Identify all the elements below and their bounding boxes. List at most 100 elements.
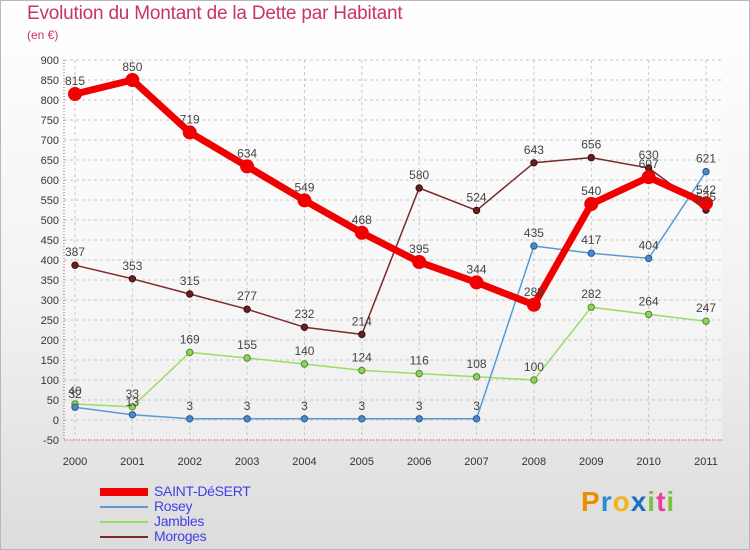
data-label-jambles: 155	[237, 338, 257, 352]
logo-letter: P	[581, 486, 601, 517]
chart-title: Evolution du Montant de la Dette par Hab…	[27, 3, 403, 24]
axes: -50 0 50 100 150 200 250 300 350 400 450 500 550 600 6…	[41, 55, 722, 468]
data-label-moroges: 643	[524, 143, 544, 157]
data-label-rosey: 3	[416, 399, 423, 413]
logo-letter: o	[612, 486, 631, 517]
data-label-moroges: 315	[180, 274, 200, 288]
data-label-moroges: 353	[122, 259, 142, 273]
data-label-saint-d-sert: 549	[294, 180, 314, 194]
y-tick-label: 500	[41, 215, 59, 227]
legend-label: Rosey	[154, 498, 193, 514]
data-point-moroges	[530, 159, 538, 167]
data-point-jambles	[587, 303, 595, 311]
series-line-saint-d-sert	[71, 76, 710, 309]
x-tick-label: 2008	[522, 456, 546, 468]
x-tick-label: 2000	[63, 456, 87, 468]
x-tick-label: 2005	[350, 456, 374, 468]
data-label-jambles: 247	[696, 301, 716, 315]
data-label-jambles: 108	[467, 357, 487, 371]
data-label-jambles: 140	[294, 344, 314, 358]
data-point-saint-d-sert	[297, 193, 312, 208]
data-point-rosey	[472, 415, 481, 423]
x-tick-label: 2011	[694, 456, 718, 468]
data-label-moroges: 630	[639, 148, 659, 162]
data-point-jambles	[186, 348, 194, 357]
data-label-saint-d-sert: 540	[581, 184, 601, 198]
unit-label: (en €)	[27, 28, 59, 42]
logo-letter: i	[666, 486, 676, 517]
data-point-moroges	[186, 290, 194, 298]
data-label-moroges: 580	[409, 168, 429, 182]
data-point-moroges	[128, 275, 137, 283]
data-label-jambles: 33	[126, 387, 140, 401]
data-point-rosey	[128, 411, 137, 419]
data-label-jambles: 124	[352, 350, 372, 364]
data-point-jambles	[358, 366, 366, 375]
data-label-saint-d-sert: 719	[180, 112, 200, 126]
x-tick-label: 2004	[292, 456, 316, 468]
y-tick-label: 850	[41, 75, 59, 87]
x-tick-label: 2010	[636, 456, 660, 468]
data-label-moroges: 277	[237, 289, 257, 303]
data-point-jambles	[644, 310, 653, 319]
x-tick-label: 2009	[579, 456, 603, 468]
data-label-moroges: 524	[467, 190, 487, 204]
data-point-moroges	[300, 323, 309, 331]
series-lines	[68, 73, 713, 423]
series-line-jambles	[74, 306, 707, 408]
y-tick-label: -50	[43, 435, 59, 447]
data-point-rosey	[186, 415, 194, 423]
y-tick-label: 800	[41, 95, 59, 107]
data-point-moroges	[358, 330, 366, 339]
data-label-rosey: 3	[473, 399, 480, 413]
logo-letter: x	[630, 486, 648, 517]
legend-label: SAINT-DéSERT	[154, 483, 251, 499]
y-tick-label: 750	[41, 115, 59, 127]
y-tick-label: 900	[41, 55, 59, 67]
y-tick-label: 600	[41, 175, 59, 187]
data-label-rosey: 3	[244, 399, 251, 413]
data-label-saint-d-sert: 850	[122, 60, 142, 74]
data-point-saint-d-sert	[641, 170, 656, 185]
data-point-jambles	[530, 376, 538, 384]
legend-label: Moroges	[154, 528, 207, 544]
series-line-rosey	[74, 170, 707, 420]
legend-item-saint-desert: SAINT-DéSERT	[100, 483, 320, 499]
y-tick-label: 50	[47, 395, 59, 407]
x-tick-label: 2002	[177, 456, 201, 468]
data-label-jambles: 40	[68, 384, 82, 398]
data-point-moroges	[587, 153, 595, 162]
data-label-saint-d-sert: 395	[409, 242, 429, 256]
data-point-saint-d-sert	[68, 87, 82, 101]
data-point-jambles	[702, 317, 710, 325]
x-tick-label: 2003	[235, 456, 259, 468]
data-label-saint-d-sert: 542	[696, 183, 716, 197]
data-point-rosey	[415, 415, 423, 423]
data-label-rosey: 404	[639, 238, 659, 252]
data-label-rosey: 3	[186, 399, 193, 413]
data-label-moroges: 232	[294, 307, 314, 321]
legend-swatch	[100, 505, 148, 508]
x-tick-label: 2001	[120, 456, 144, 468]
series-line-moroges	[74, 156, 707, 336]
data-point-saint-d-sert	[584, 197, 599, 211]
y-tick-label: 200	[41, 335, 59, 347]
y-tick-label: 300	[41, 295, 59, 307]
data-point-saint-d-sert	[469, 275, 484, 290]
y-tick-label: 550	[41, 195, 59, 207]
data-label-moroges: 525	[696, 190, 716, 204]
data-label-rosey: 621	[696, 152, 716, 166]
legend-swatch	[100, 535, 148, 538]
data-label-jambles: 116	[410, 354, 429, 368]
y-tick-label: 100	[41, 375, 59, 387]
data-point-saint-d-sert	[699, 196, 713, 211]
data-label-jambles: 100	[524, 360, 544, 374]
data-point-moroges	[243, 305, 251, 313]
data-label-rosey: 13	[126, 395, 140, 409]
data-label-moroges: 656	[581, 138, 601, 152]
data-point-saint-d-sert	[182, 125, 197, 140]
data-point-jambles	[472, 373, 481, 381]
data-point-rosey	[243, 415, 251, 423]
data-label-jambles: 282	[581, 287, 601, 301]
